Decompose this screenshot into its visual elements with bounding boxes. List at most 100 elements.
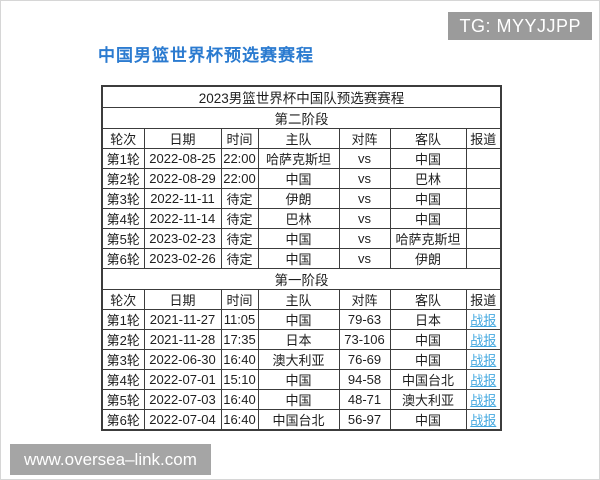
report-cell: 战报 [465,309,502,330]
table-cell: 79-63 [338,309,391,330]
report-link[interactable]: 战报 [470,413,497,428]
table-cell: 第3轮 [101,349,145,370]
table-cell: 第6轮 [101,248,145,269]
column-header: 时间 [220,289,259,310]
table-cell: 16:40 [220,389,259,410]
report-cell: 战报 [465,349,502,370]
column-header: 报道 [465,289,502,310]
column-header: 客队 [389,289,467,310]
table-cell: 2022-08-25 [143,148,222,169]
table-cell: 2022-07-04 [143,409,222,431]
table-title-row: 2023男篮世界杯中国队预选赛赛程 [101,85,502,108]
table-cell: 17:35 [220,329,259,350]
table-cell: 中国台北 [257,409,340,431]
table-cell: vs [338,148,391,169]
column-header: 对阵 [338,128,391,149]
table-cell [465,248,502,269]
table-row: 第2轮 2021-11-28 17:35 日本 73-106 中国 战报 [101,329,502,350]
table-cell: 中国台北 [389,369,467,390]
table-cell [465,188,502,209]
stage-title: 第二阶段 [101,107,502,129]
report-link[interactable]: 战报 [470,353,497,368]
report-link[interactable]: 战报 [470,393,497,408]
column-header: 报道 [465,128,502,149]
table-cell: 76-69 [338,349,391,370]
table-cell [465,168,502,189]
table-row: 第4轮 2022-11-14 待定 巴林 vs 中国 [101,208,502,229]
table-cell: 2022-11-14 [143,208,222,229]
table-row: 第5轮 2023-02-23 待定 中国 vs 哈萨克斯坦 [101,228,502,249]
table-cell: 哈萨克斯坦 [389,228,467,249]
table-cell: 日本 [389,309,467,330]
table-cell: 2021-11-27 [143,309,222,330]
table-cell: 澳大利亚 [389,389,467,410]
table-cell: 22:00 [220,148,259,169]
table-cell: 中国 [257,228,340,249]
table-cell: 第2轮 [101,329,145,350]
table-cell: 48-71 [338,389,391,410]
column-header: 轮次 [101,128,145,149]
table-cell: 2022-11-11 [143,188,222,209]
table-cell: 中国 [389,208,467,229]
table-cell: 第5轮 [101,389,145,410]
table-cell: 2023-02-26 [143,248,222,269]
table-cell: 中国 [389,349,467,370]
table-cell: 11:05 [220,309,259,330]
column-header: 客队 [389,128,467,149]
table-row: 第4轮 2022-07-01 15:10 中国 94-58 中国台北 战报 [101,369,502,390]
table-cell: 第4轮 [101,369,145,390]
table-title: 2023男篮世界杯中国队预选赛赛程 [101,85,502,108]
table-cell: 日本 [257,329,340,350]
report-link[interactable]: 战报 [470,373,497,388]
table-cell [465,228,502,249]
table-row: 第1轮 2022-08-25 22:00 哈萨克斯坦 vs 中国 [101,148,502,169]
column-header: 轮次 [101,289,145,310]
column-header-row: 轮次 日期 时间 主队 对阵 客队 报道 [101,128,502,149]
column-header: 主队 [257,289,340,310]
table-cell: 中国 [257,309,340,330]
table-cell: 待定 [220,228,259,249]
table-cell: 2022-08-29 [143,168,222,189]
table-cell: 第3轮 [101,188,145,209]
table-row: 第2轮 2022-08-29 22:00 中国 vs 巴林 [101,168,502,189]
report-link[interactable]: 战报 [470,313,497,328]
page-title: 中国男篮世界杯预选赛赛程 [98,46,314,65]
table-cell: 第1轮 [101,148,145,169]
table-cell: 中国 [257,389,340,410]
table-row: 第3轮 2022-06-30 16:40 澳大利亚 76-69 中国 战报 [101,349,502,370]
table-row: 第1轮 2021-11-27 11:05 中国 79-63 日本 战报 [101,309,502,330]
table-cell: 待定 [220,208,259,229]
table-cell [465,208,502,229]
column-header: 对阵 [338,289,391,310]
table-cell: 56-97 [338,409,391,431]
table-cell: vs [338,208,391,229]
table-cell: vs [338,188,391,209]
stage-title: 第一阶段 [101,268,502,290]
report-cell: 战报 [465,329,502,350]
table-cell: 中国 [389,148,467,169]
table-row: 第6轮 2023-02-26 待定 中国 vs 伊朗 [101,248,502,269]
table-cell: vs [338,168,391,189]
table-cell [465,148,502,169]
table-cell: 中国 [257,168,340,189]
table-cell: 2022-07-03 [143,389,222,410]
table-cell: 16:40 [220,349,259,370]
telegram-badge: TG: MYYJJPP [448,12,592,40]
table-cell: 2022-06-30 [143,349,222,370]
report-cell: 战报 [465,409,502,431]
report-link[interactable]: 战报 [470,333,497,348]
table-cell: 待定 [220,188,259,209]
stage-title-row: 第二阶段 [101,107,502,129]
table-cell: 中国 [257,248,340,269]
table-cell: vs [338,248,391,269]
table-cell: 中国 [389,329,467,350]
table-cell: 待定 [220,248,259,269]
table-cell: 第5轮 [101,228,145,249]
table-cell: 2021-11-28 [143,329,222,350]
table-row: 第3轮 2022-11-11 待定 伊朗 vs 中国 [101,188,502,209]
table-row: 第5轮 2022-07-03 16:40 中国 48-71 澳大利亚 战报 [101,389,502,410]
table-cell: 巴林 [389,168,467,189]
column-header: 时间 [220,128,259,149]
watermark: www.oversea–link.com [10,444,211,475]
